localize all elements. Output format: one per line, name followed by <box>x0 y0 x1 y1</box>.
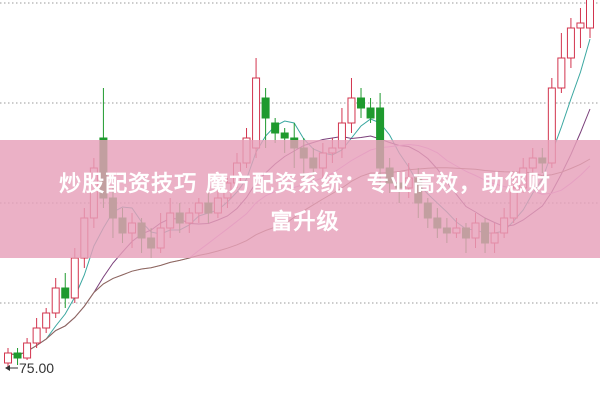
candle-body <box>70 257 79 299</box>
candle-body <box>271 122 280 134</box>
candle-body <box>347 97 356 124</box>
candle <box>42 308 51 333</box>
candle-body <box>51 287 60 314</box>
banner-line-2: 富升级 <box>270 210 340 235</box>
candle <box>261 88 270 148</box>
promo-banner-text: 炒股配资技巧 魔方配资系统：专业高效，助您财 富升级 <box>18 166 592 242</box>
candle-body <box>4 352 12 364</box>
candle <box>586 0 594 38</box>
candle-body <box>32 327 41 344</box>
candle <box>347 78 356 133</box>
candle-body <box>357 97 366 109</box>
low-marker-label: 75.00 <box>19 360 54 376</box>
candle <box>557 33 566 93</box>
candle-body <box>280 132 289 139</box>
low-marker: 75.00 <box>5 360 54 376</box>
candle-body <box>566 27 575 59</box>
candle <box>566 18 575 68</box>
candle <box>51 278 60 318</box>
candle <box>13 348 22 365</box>
promo-banner <box>0 140 600 258</box>
candle <box>357 88 366 118</box>
candle <box>61 273 70 308</box>
candle-body <box>261 97 270 119</box>
candle <box>4 348 12 368</box>
arrow-head-icon <box>5 365 10 371</box>
candle <box>366 98 375 123</box>
candle-body <box>586 0 594 29</box>
candle-body <box>13 352 22 359</box>
candle <box>271 118 280 143</box>
candle-body <box>42 312 51 329</box>
candle-body <box>252 77 261 149</box>
candle <box>32 318 41 348</box>
candle-body <box>557 57 566 89</box>
candle <box>576 8 585 48</box>
banner-line-1: 炒股配资技巧 魔方配资系统：专业高效，助您财 <box>59 172 551 197</box>
candle-body <box>366 107 375 119</box>
candle <box>23 338 32 360</box>
candle-body <box>23 342 32 359</box>
candle-body <box>61 287 70 299</box>
candle-body <box>576 22 585 29</box>
